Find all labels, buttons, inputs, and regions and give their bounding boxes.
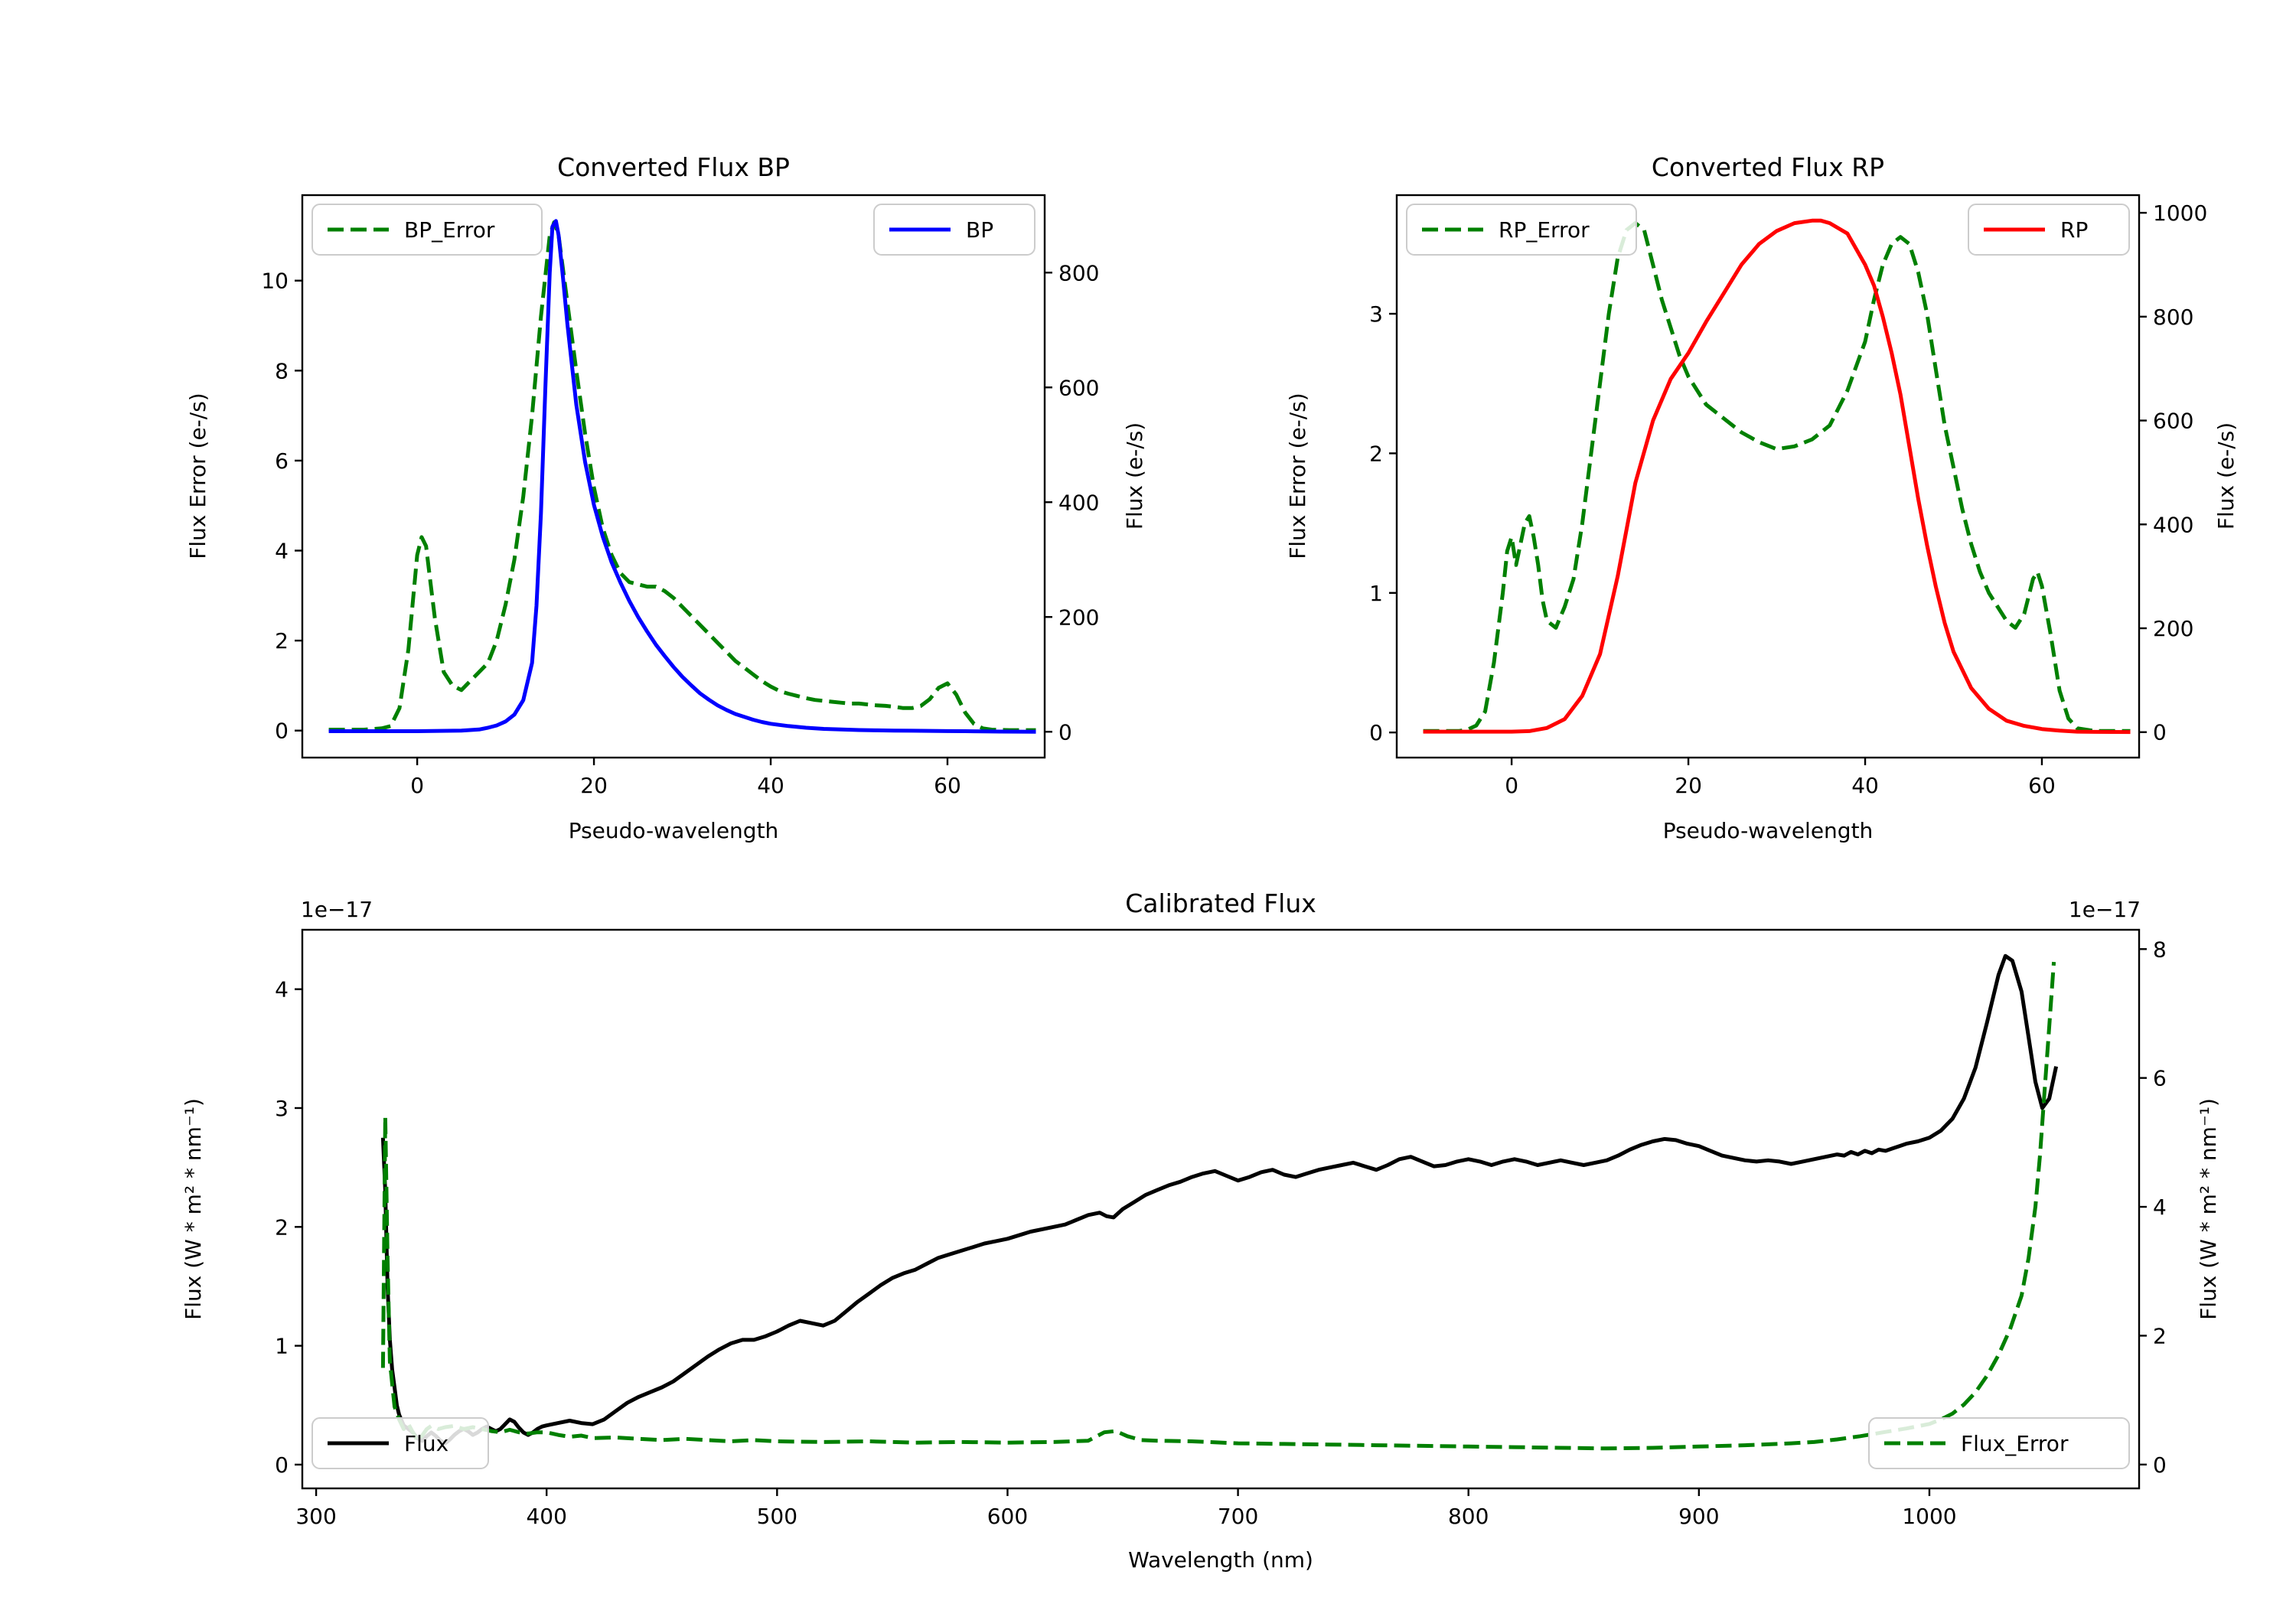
rp-left-label: Flux Error (e-/s) [1285, 393, 1310, 559]
right-tick-label: 6 [2153, 1066, 2167, 1091]
x-tick-label: 400 [526, 1504, 566, 1529]
left-tick-label: 3 [275, 1096, 289, 1121]
x-tick-label: 800 [1448, 1504, 1489, 1529]
left-tick-label: 6 [275, 448, 289, 474]
bp-error-legend: BP_Error [311, 204, 543, 256]
x-tick-label: 40 [757, 773, 784, 798]
right-tick-label: 1000 [2153, 200, 2207, 226]
bp-legend-box [873, 204, 1035, 256]
x-tick-label: 40 [1851, 773, 1879, 798]
left-tick-label: 1 [1369, 581, 1383, 606]
rp-legend-box [1968, 204, 2130, 256]
cal-right-offset-text: 1e−17 [2069, 897, 2141, 922]
cal-left-offset-text: 1e−17 [301, 897, 373, 922]
rp-xlabel: Pseudo-wavelength [1663, 818, 1874, 843]
rp-legend-label: RP [2060, 217, 2088, 243]
left-tick-label: 2 [275, 628, 289, 654]
left-tick-label: 2 [275, 1214, 289, 1240]
left-tick-label: 0 [275, 1452, 289, 1478]
left-tick-label: 0 [275, 719, 289, 744]
flux-legend-box [311, 1417, 489, 1469]
bp-error-legend-label: BP_Error [404, 217, 495, 243]
x-tick-label: 60 [934, 773, 961, 798]
right-tick-label: 800 [1058, 260, 1099, 285]
left-tick-label: 4 [275, 539, 289, 564]
cal-title: Calibrated Flux [1125, 888, 1316, 918]
bp-xlabel: Pseudo-wavelength [569, 818, 779, 843]
flux-legend-label: Flux [404, 1431, 448, 1456]
series-RP [1423, 218, 2131, 735]
x-tick-label: 20 [580, 773, 608, 798]
series-Flux [380, 953, 2059, 1446]
cal-right-label: Flux (W * m² * nm⁻¹) [2196, 1098, 2221, 1320]
right-tick-label: 2 [2153, 1323, 2167, 1348]
right-tick-label: 0 [1058, 719, 1072, 745]
rp-right-label: Flux (e-/s) [2213, 422, 2239, 530]
axes-frame [301, 194, 1046, 759]
right-tick-label: 400 [1058, 490, 1099, 515]
x-tick-label: 0 [410, 773, 424, 798]
x-tick-label: 1000 [1902, 1504, 1956, 1529]
axes-frame [1395, 194, 2141, 759]
rp-title: Converted Flux RP [1652, 152, 1884, 182]
flux-error-legend: Flux_Error [1868, 1417, 2130, 1469]
series-BP [328, 219, 1036, 734]
left-tick-label: 1 [275, 1334, 289, 1359]
axes-frame [301, 928, 2141, 1490]
right-tick-label: 800 [2153, 305, 2193, 330]
rp-error-legend: RP_Error [1406, 204, 1637, 256]
flux-legend: Flux [311, 1417, 489, 1469]
x-tick-label: 0 [1505, 773, 1518, 798]
x-tick-label: 900 [1678, 1504, 1719, 1529]
right-tick-label: 400 [2153, 512, 2193, 537]
x-tick-label: 60 [2028, 773, 2056, 798]
series-BP_Error [328, 220, 1036, 732]
x-tick-label: 20 [1675, 773, 1702, 798]
left-tick-label: 3 [1369, 302, 1383, 327]
bp-legend: BP [873, 204, 1035, 256]
x-tick-label: 500 [757, 1504, 797, 1529]
right-tick-label: 8 [2153, 937, 2167, 962]
bp-right-label: Flux (e-/s) [1122, 422, 1147, 530]
rp-legend: RP [1968, 204, 2130, 256]
right-tick-label: 4 [2153, 1195, 2167, 1220]
left-tick-label: 8 [275, 358, 289, 383]
right-tick-label: 200 [1058, 605, 1099, 630]
rp-error-legend-box [1406, 204, 1637, 256]
right-tick-label: 600 [2153, 409, 2193, 434]
left-tick-label: 10 [261, 269, 289, 294]
flux-error-legend-label: Flux_Error [1961, 1431, 2069, 1456]
cal-xlabel: Wavelength (nm) [1128, 1547, 1313, 1573]
right-tick-label: 0 [2153, 720, 2167, 745]
bp-error-legend-box [311, 204, 543, 256]
bp-legend-label: BP [966, 217, 993, 243]
right-tick-label: 200 [2153, 616, 2193, 641]
bp-title: Converted Flux BP [557, 152, 790, 182]
series-RP_Error [1423, 221, 2131, 733]
x-tick-label: 700 [1218, 1504, 1258, 1529]
left-tick-label: 2 [1369, 441, 1383, 466]
chart-calibrated-flux: 300 400 500 600 700 800 900 1000 0 1 2 3 4 0 2 4 6 8 Cali… [181, 888, 2221, 1573]
flux-error-legend-box [1868, 1417, 2130, 1469]
rp-error-legend-label: RP_Error [1499, 217, 1590, 243]
right-tick-label: 0 [2153, 1452, 2167, 1478]
x-tick-label: 600 [987, 1504, 1028, 1529]
left-tick-label: 0 [1369, 720, 1383, 745]
cal-left-label: Flux (W * m² * nm⁻¹) [181, 1098, 206, 1320]
bp-left-label: Flux Error (e-/s) [185, 393, 210, 559]
left-tick-label: 4 [275, 977, 289, 1002]
right-tick-label: 600 [1058, 375, 1099, 400]
x-tick-label: 300 [295, 1504, 336, 1529]
